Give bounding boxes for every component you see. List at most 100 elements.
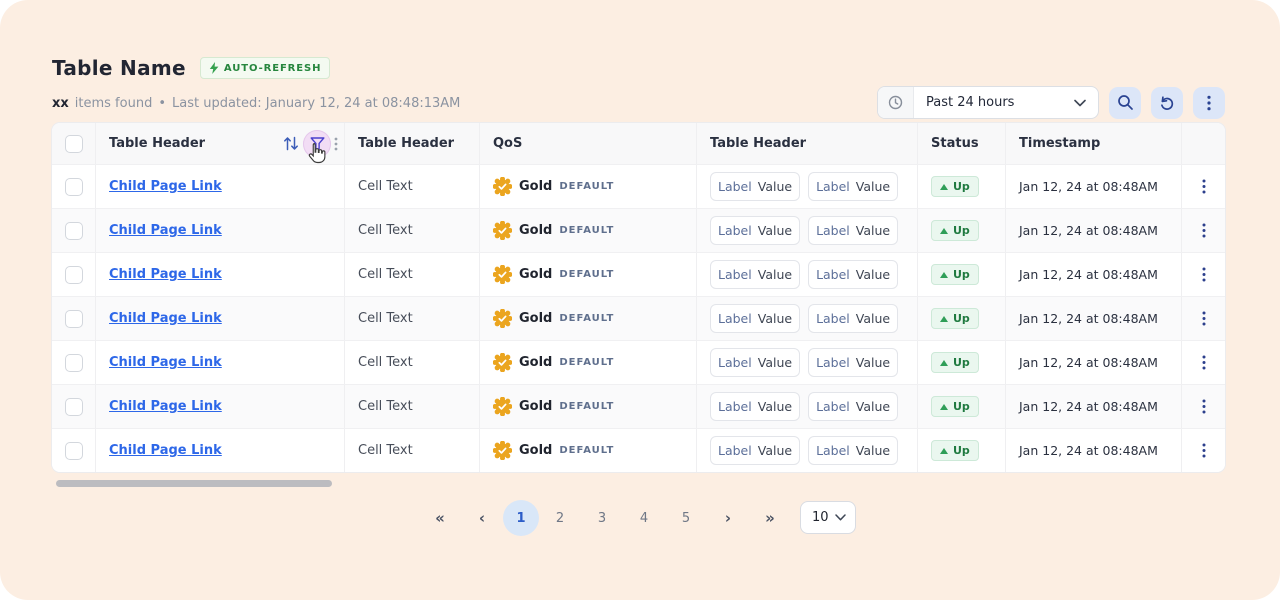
chip-label: Label xyxy=(718,311,752,326)
chip-value: Value xyxy=(855,223,891,238)
horizontal-scrollbar[interactable] xyxy=(56,480,332,487)
timestamp-cell: Jan 12, 24 at 08:48AM xyxy=(1006,253,1182,296)
previous-page-button[interactable]: ‹ xyxy=(478,509,486,527)
page-number-button[interactable]: 3 xyxy=(597,510,607,526)
row-menu-button[interactable] xyxy=(1202,443,1206,458)
filter-icon xyxy=(310,136,324,151)
row-checkbox[interactable] xyxy=(64,221,83,240)
child-page-link[interactable]: Child Page Link xyxy=(109,267,222,282)
filter-button[interactable] xyxy=(303,129,331,158)
status-badge: Up xyxy=(931,220,979,241)
row-menu-button[interactable] xyxy=(1202,399,1206,414)
chip-value: Value xyxy=(855,311,891,326)
row-select-cell xyxy=(52,341,96,384)
qos-tag: DEFAULT xyxy=(559,445,615,456)
page-number-button[interactable]: 5 xyxy=(681,510,691,526)
first-page-button[interactable]: « xyxy=(435,509,445,527)
child-page-link[interactable]: Child Page Link xyxy=(109,223,222,238)
status-badge: Up xyxy=(931,396,979,417)
chip-label: Label xyxy=(718,399,752,414)
page-number-button[interactable]: 4 xyxy=(639,510,649,526)
page-number-button[interactable]: 2 xyxy=(555,510,565,526)
text-cell: Cell Text xyxy=(345,385,480,428)
qos-tag: DEFAULT xyxy=(559,225,615,236)
child-page-link[interactable]: Child Page Link xyxy=(109,443,222,458)
qos-tag: DEFAULT xyxy=(559,401,615,412)
time-range-select[interactable]: Past 24 hours xyxy=(877,86,1099,119)
row-menu-button[interactable] xyxy=(1202,267,1206,282)
page-header: Table Name AUTO-REFRESH xx items found •… xyxy=(52,56,460,111)
row-checkbox[interactable] xyxy=(64,441,83,460)
pagination: « ‹ 1 2 3 4 5 › » xyxy=(419,500,791,536)
column-menu-icon[interactable] xyxy=(334,137,338,151)
timestamp-text: Jan 12, 24 at 08:48AM xyxy=(1019,179,1158,194)
column-header-4: Table Header xyxy=(697,123,918,164)
row-checkbox[interactable] xyxy=(64,397,83,416)
column-header-label: Table Header xyxy=(109,136,206,151)
status-label: Up xyxy=(953,400,970,413)
clock-icon-slot xyxy=(878,87,914,118)
page-number-button[interactable]: 1 xyxy=(503,500,539,536)
refresh-button[interactable] xyxy=(1151,86,1183,119)
row-menu-button[interactable] xyxy=(1202,355,1206,370)
pagination-pages: 1 2 3 4 5 xyxy=(503,500,707,536)
cell-text: Cell Text xyxy=(358,179,413,194)
gold-seal-icon xyxy=(493,441,512,460)
qos-tier: Gold xyxy=(519,267,553,282)
table-row: Child Page Link Cell Text Gold xyxy=(52,252,1225,296)
chip-value: Value xyxy=(757,443,793,458)
chip-value: Value xyxy=(855,443,891,458)
text-cell: Cell Text xyxy=(345,253,480,296)
label-value-chip: Label Value xyxy=(808,260,899,289)
row-actions-cell xyxy=(1182,385,1225,428)
child-page-link[interactable]: Child Page Link xyxy=(109,311,222,326)
chip-label: Label xyxy=(816,179,850,194)
timestamp-cell: Jan 12, 24 at 08:48AM xyxy=(1006,209,1182,252)
row-menu-button[interactable] xyxy=(1202,223,1206,238)
row-select-cell xyxy=(52,297,96,340)
status-cell: Up xyxy=(918,429,1006,472)
label-value-chip: Label Value xyxy=(808,216,899,245)
page-size-select[interactable]: 10 xyxy=(800,501,856,534)
more-actions-button[interactable] xyxy=(1193,86,1225,119)
search-button[interactable] xyxy=(1109,86,1141,119)
gold-seal-icon xyxy=(493,397,512,416)
data-table: Table Header T xyxy=(52,123,1225,472)
status-cell: Up xyxy=(918,385,1006,428)
kebab-menu-icon xyxy=(1202,443,1205,458)
row-actions-cell xyxy=(1182,209,1225,252)
qos-cell: Gold DEFAULT xyxy=(480,297,697,340)
cell-text: Cell Text xyxy=(358,355,413,370)
status-badge: Up xyxy=(931,352,979,373)
status-label: Up xyxy=(953,224,970,237)
kebab-menu-icon xyxy=(1202,179,1205,194)
items-count: xx xyxy=(52,96,69,111)
up-arrow-icon xyxy=(940,359,948,366)
last-page-button[interactable]: » xyxy=(765,509,775,527)
row-checkbox[interactable] xyxy=(64,177,83,196)
column-header-label: QoS xyxy=(493,136,523,151)
label-value-chip: Label Value xyxy=(808,436,899,465)
dot-separator: • xyxy=(158,96,166,111)
select-all-checkbox[interactable] xyxy=(64,134,83,153)
qos-tag: DEFAULT xyxy=(559,181,615,192)
sort-icon[interactable] xyxy=(282,136,300,151)
row-menu-button[interactable] xyxy=(1202,179,1206,194)
child-page-link[interactable]: Child Page Link xyxy=(109,355,222,370)
qos-tag: DEFAULT xyxy=(559,313,615,324)
chips-cell: Label Value Label Value xyxy=(697,297,918,340)
chip-label: Label xyxy=(816,399,850,414)
status-cell: Up xyxy=(918,209,1006,252)
undo-icon xyxy=(1161,95,1174,110)
column-header-label: Table Header xyxy=(358,136,455,151)
row-checkbox[interactable] xyxy=(64,309,83,328)
child-page-link[interactable]: Child Page Link xyxy=(109,179,222,194)
row-checkbox[interactable] xyxy=(64,353,83,372)
link-cell: Child Page Link xyxy=(96,165,345,208)
row-menu-button[interactable] xyxy=(1202,311,1206,326)
next-page-button[interactable]: › xyxy=(724,509,732,527)
row-checkbox[interactable] xyxy=(64,265,83,284)
child-page-link[interactable]: Child Page Link xyxy=(109,399,222,414)
label-value-chip: Label Value xyxy=(710,348,801,377)
status-label: Up xyxy=(953,356,970,369)
